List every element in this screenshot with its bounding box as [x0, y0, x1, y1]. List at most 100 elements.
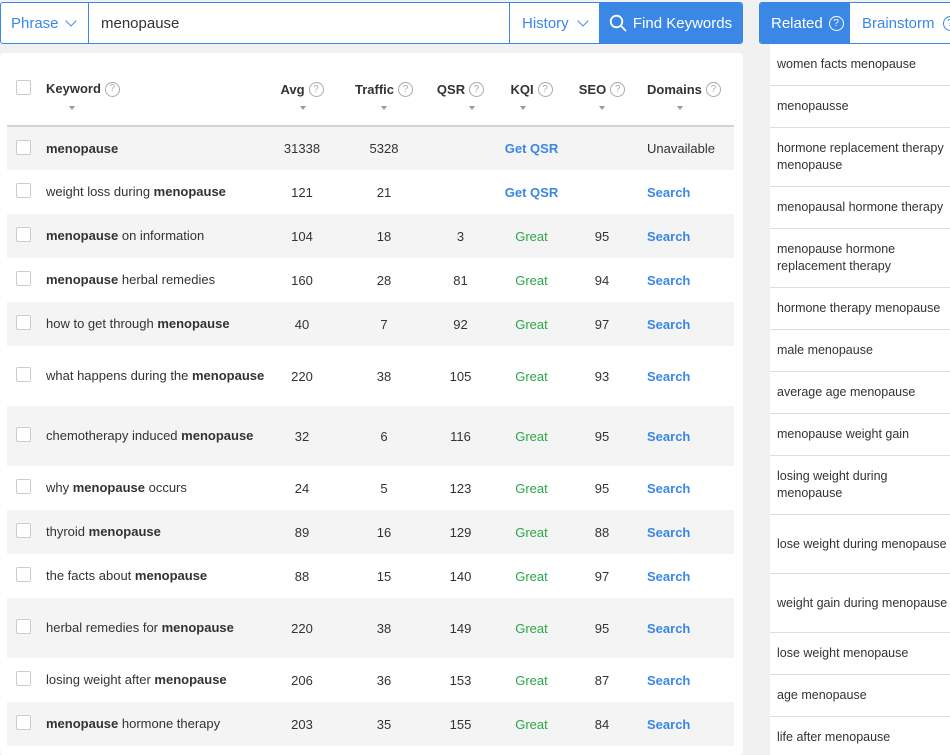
domains-search-link[interactable]: Search — [647, 368, 691, 384]
domains-search-link[interactable]: Search — [647, 184, 691, 200]
related-keyword-item[interactable]: menopausal hormone therapy — [770, 187, 950, 229]
domains-search-link[interactable]: Search — [647, 228, 691, 244]
column-header-avg[interactable]: Avg? — [267, 53, 337, 127]
qsr-value: 155 — [431, 702, 490, 746]
domains-search-link[interactable]: Search — [647, 524, 691, 540]
row-checkbox[interactable] — [16, 619, 31, 634]
qsr-value: 129 — [431, 510, 490, 554]
question-circle-icon[interactable]: ? — [705, 81, 721, 97]
avg-value: 160 — [291, 272, 313, 288]
row-checkbox[interactable] — [16, 479, 31, 494]
related-keyword-item[interactable]: weight gain during menopause — [770, 574, 950, 633]
related-keyword-item[interactable]: age menopause — [770, 675, 950, 717]
keyword-match: menopause — [161, 620, 234, 635]
qsr-value: 105 — [449, 368, 472, 384]
related-keyword-item[interactable]: lose weight menopause — [770, 633, 950, 675]
related-keyword-item[interactable]: life after menopause — [770, 717, 950, 755]
related-keyword-item[interactable]: menopausse — [770, 86, 950, 128]
related-keyword-item[interactable]: average age menopause — [770, 372, 950, 414]
question-circle-icon[interactable]: ? — [469, 81, 485, 97]
row-checkbox[interactable] — [16, 139, 31, 155]
column-header-kqi[interactable]: KQI? — [490, 53, 573, 127]
related-keyword-item[interactable]: menopause weight gain — [770, 414, 950, 456]
history-dropdown[interactable]: History — [509, 3, 599, 43]
related-keyword-item[interactable]: hormone therapy menopause — [770, 288, 950, 330]
column-header-domains[interactable]: Domains? — [631, 53, 734, 127]
traffic-value: 16 — [337, 510, 431, 554]
domains-search-link[interactable]: Search — [647, 672, 691, 688]
avg-value: 32 — [267, 406, 337, 466]
suggestion-tabs: Related ? Brainstorm ? — [759, 2, 950, 44]
question-circle-icon[interactable]: ? — [942, 15, 950, 31]
row-checkbox[interactable] — [16, 671, 31, 686]
kqi-cell: Get QSR — [490, 170, 573, 214]
select-all-checkbox[interactable] — [16, 80, 31, 95]
table-row: thyroid menopause 89 16 129 Great 88 Search — [7, 510, 734, 554]
row-checkbox[interactable] — [16, 567, 31, 582]
avg-value: 203 — [267, 702, 337, 746]
qsr-value: 92 — [431, 302, 490, 346]
question-circle-icon[interactable]: ? — [610, 81, 626, 97]
get-qsr-link[interactable]: Get QSR — [504, 184, 559, 200]
related-keyword-item[interactable]: losing weight during menopause — [770, 456, 950, 515]
row-checkbox[interactable] — [16, 315, 31, 330]
table-row: menopause hormone therapy 203 35 155 Great 84… — [7, 702, 734, 746]
find-keywords-button[interactable]: Find Keywords — [599, 3, 742, 43]
domains-cell: Search — [631, 214, 734, 258]
question-circle-icon[interactable]: ? — [828, 15, 844, 31]
row-checkbox[interactable] — [16, 715, 31, 730]
qsr-value: 140 — [449, 568, 472, 584]
related-keyword-item[interactable]: male menopause — [770, 330, 950, 372]
related-keyword-item[interactable]: women facts menopause — [770, 44, 950, 86]
table-row: menopause on information 104 18 3 Great 95 Sea… — [7, 214, 734, 258]
column-header-keyword[interactable]: Keyword? — [39, 53, 267, 127]
kqi-rating: Great — [515, 620, 548, 636]
domains-cell: Search — [631, 302, 734, 346]
related-keyword-item[interactable]: menopause hormone replacement therapy — [770, 229, 950, 288]
table-row: why menopause occurs 24 5 123 Great 95 Search — [7, 466, 734, 510]
seo-value: 95 — [573, 406, 631, 466]
domains-search-link[interactable]: Search — [647, 316, 691, 332]
question-circle-icon[interactable]: ? — [537, 81, 553, 97]
domains-search-link[interactable]: Search — [647, 620, 691, 636]
domains-search-link[interactable]: Search — [647, 428, 691, 444]
related-keyword-item[interactable]: lose weight during menopause — [770, 515, 950, 574]
domains-search-link[interactable]: Search — [647, 568, 691, 584]
row-checkbox[interactable] — [16, 427, 31, 442]
table-row: how to get through menopause 40 7 92 Great 97… — [7, 302, 734, 346]
keyword-cell: menopause on information — [39, 214, 267, 258]
column-label: SEO — [578, 81, 607, 97]
keyword-search-input[interactable] — [89, 3, 509, 43]
get-qsr-link[interactable]: Get QSR — [504, 141, 559, 156]
domains-search-link[interactable]: Search — [647, 716, 691, 732]
row-checkbox[interactable] — [16, 523, 31, 538]
row-checkbox[interactable] — [16, 183, 31, 198]
table-row: herbal remedies for menopause 220 38 149 Gre… — [7, 598, 734, 658]
question-circle-icon[interactable]: ? — [398, 81, 413, 97]
sort-caret-icon — [520, 106, 526, 110]
kqi-cell: Great — [490, 510, 573, 554]
tab-brainstorm[interactable]: Brainstorm ? — [850, 3, 950, 43]
table-row: the facts about menopause 88 15 140 Great 97 S… — [7, 554, 734, 598]
tab-related[interactable]: Related ? — [760, 3, 850, 43]
question-circle-icon[interactable]: ? — [308, 81, 324, 97]
seo-value: 87 — [594, 672, 610, 688]
column-header-qsr[interactable]: QSR? — [431, 53, 490, 127]
row-checkbox[interactable] — [16, 227, 31, 242]
keyword-match: menopause — [46, 272, 119, 287]
domains-search-link[interactable]: Search — [647, 272, 691, 288]
column-header-traffic[interactable]: Traffic? — [337, 53, 431, 127]
kqi-rating: Great — [515, 228, 548, 244]
match-type-dropdown[interactable]: Phrase — [1, 3, 89, 43]
keyword-match: menopause — [88, 524, 161, 539]
row-checkbox[interactable] — [16, 367, 31, 382]
column-header-seo[interactable]: SEO? — [573, 53, 631, 127]
related-keyword-item[interactable]: hormone replacement therapy menopause — [770, 128, 950, 187]
row-checkbox[interactable] — [16, 271, 31, 286]
question-circle-icon[interactable]: ? — [104, 81, 120, 97]
keyword-match: menopause — [46, 716, 119, 731]
keyword-cell: weight loss during menopause — [39, 170, 267, 214]
domains-search-link[interactable]: Search — [647, 480, 691, 496]
kqi-cell: Great — [490, 214, 573, 258]
domains-status: Unavailable — [647, 141, 715, 156]
